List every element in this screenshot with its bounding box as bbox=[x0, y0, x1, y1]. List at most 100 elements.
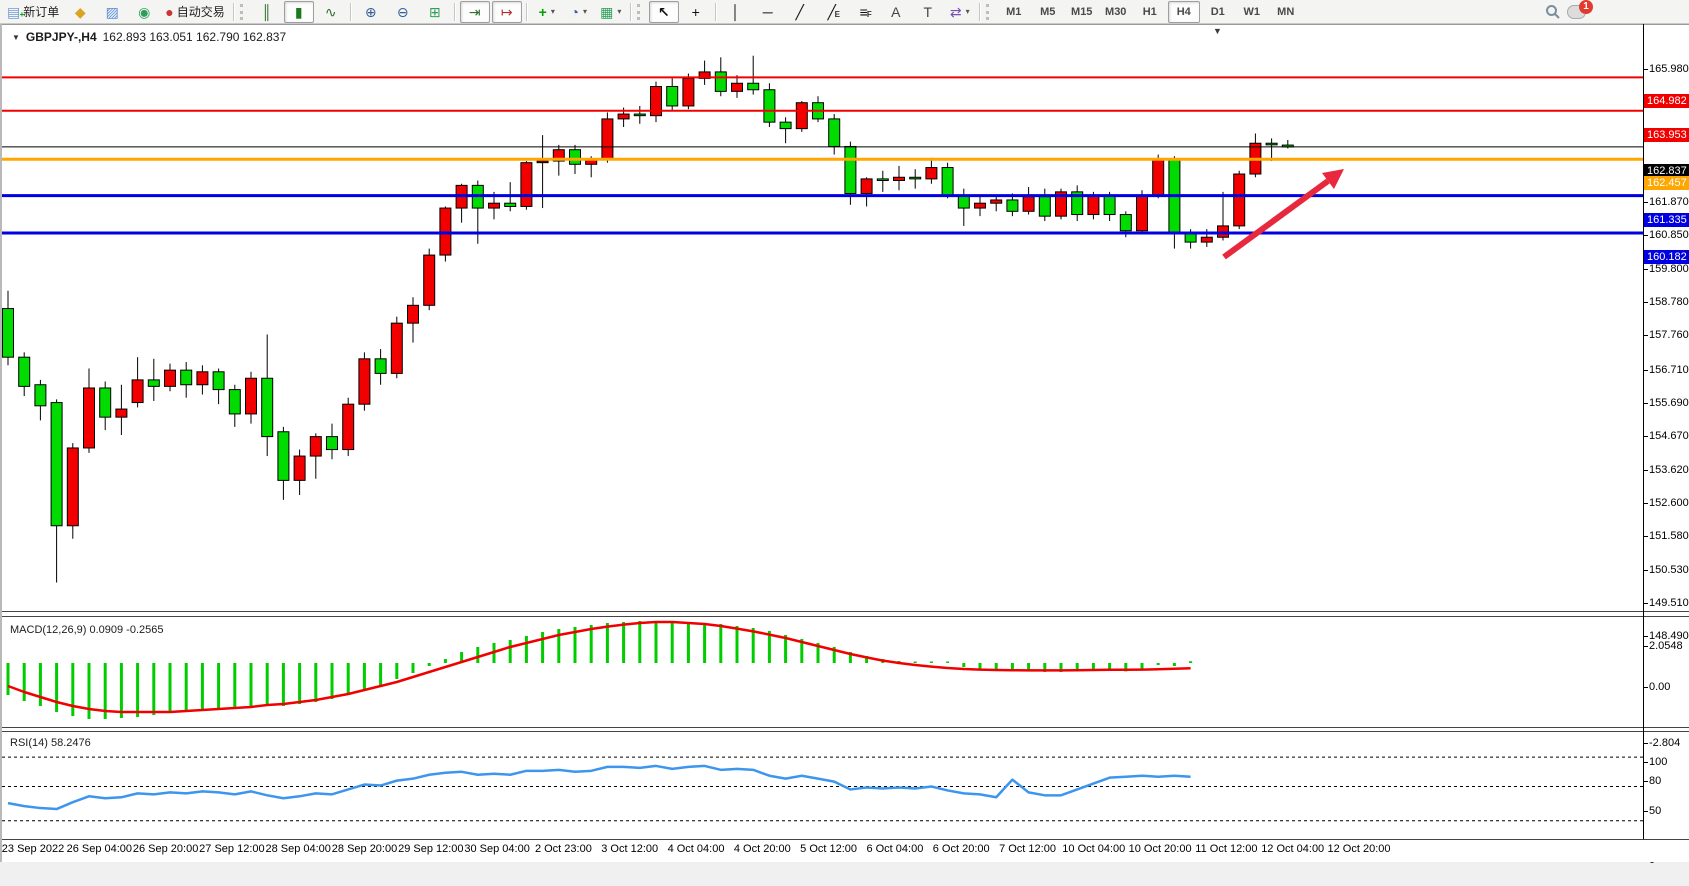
candle bbox=[309, 436, 322, 457]
arrows-icon: ⇄ bbox=[949, 3, 962, 20]
templates-button[interactable]: ▦ ▾ bbox=[596, 1, 626, 23]
timeframe-w1-button[interactable]: W1 bbox=[1236, 1, 1268, 23]
candle bbox=[261, 377, 274, 438]
candle bbox=[650, 85, 662, 117]
chart-ohlc-values: 162.893 163.051 162.790 162.837 bbox=[102, 30, 287, 44]
line-chart-icon: ∿ bbox=[324, 3, 337, 20]
zoom-in-icon: ⊕ bbox=[364, 3, 377, 20]
auto-scroll-button[interactable]: ⇥ bbox=[459, 0, 490, 23]
candle bbox=[1233, 173, 1246, 227]
timeframe-m1-button[interactable]: M1 bbox=[998, 1, 1030, 23]
timeframe-m15-button[interactable]: M15 bbox=[1066, 1, 1098, 23]
time-axis-label: 28 Sep 20:00 bbox=[331, 843, 398, 855]
chart-plot-area[interactable] bbox=[2, 24, 1689, 862]
indicator-add-icon: + bbox=[538, 3, 547, 20]
time-axis-label: 11 Oct 12:00 bbox=[1195, 843, 1258, 855]
chart-shift-marker-icon[interactable]: ▼ bbox=[1213, 26, 1222, 36]
vertical-line-button[interactable]: │ bbox=[721, 1, 751, 23]
channel-icon: ╱ E bbox=[827, 3, 840, 20]
candle bbox=[326, 436, 338, 451]
candle bbox=[1200, 236, 1213, 243]
candle bbox=[617, 113, 630, 120]
time-axis-label: 7 Oct 12:00 bbox=[999, 843, 1056, 855]
tile-windows-icon: ⊞ bbox=[428, 3, 441, 20]
timeframe-h4-button[interactable]: H4 bbox=[1167, 0, 1200, 23]
candle bbox=[974, 202, 986, 209]
toolbar-group-tools: + ▾ ◔ ▾ ▦ ▾ bbox=[531, 0, 627, 24]
autotrading-button-label: 自动交易 bbox=[176, 5, 225, 19]
zoom-out-icon: ⊖ bbox=[396, 3, 409, 20]
toolbar-group-draw: │ ─ ╱ ╱ E ≡ F A T ⇄ ▾ bbox=[720, 0, 976, 24]
chevron-down-icon: ▾ bbox=[550, 7, 555, 16]
label-button[interactable]: T bbox=[913, 1, 943, 23]
candle bbox=[164, 369, 176, 387]
candle bbox=[1038, 196, 1051, 217]
candle bbox=[228, 389, 241, 415]
crosshair-button[interactable]: + bbox=[681, 1, 711, 23]
autotrading-button[interactable]: ● 自动交易 bbox=[161, 1, 228, 23]
candle bbox=[601, 118, 614, 160]
timeframe-w1-button-label: W1 bbox=[1243, 5, 1260, 18]
channel-button[interactable]: ╱ E bbox=[817, 1, 847, 23]
timeframe-mn-button[interactable]: MN bbox=[1270, 1, 1302, 23]
timeframe-h1-button[interactable]: H1 bbox=[1134, 1, 1166, 23]
candle bbox=[795, 102, 808, 130]
candlestick-button[interactable]: ▮ bbox=[283, 0, 314, 23]
toolbar-grip bbox=[985, 3, 993, 20]
periods-button[interactable]: ◔ ▾ bbox=[564, 1, 594, 23]
notifications-button[interactable]: 1 bbox=[1567, 0, 1593, 22]
chart-symbol-timeframe: GBPJPY-,H4 bbox=[25, 30, 97, 44]
candlestick-icon: ▮ bbox=[294, 3, 303, 20]
candle bbox=[990, 199, 1003, 204]
zoom-in-button[interactable]: ⊕ bbox=[356, 1, 386, 23]
trend-arrow-head bbox=[1322, 169, 1344, 189]
candle bbox=[390, 322, 403, 374]
chart-shift-button[interactable]: ↦ bbox=[491, 0, 522, 23]
search-icon[interactable] bbox=[1545, 4, 1561, 20]
candle bbox=[423, 254, 436, 306]
new-order-button[interactable]: ▤ + 新订单 bbox=[3, 1, 63, 23]
time-axis-label: 28 Sep 04:00 bbox=[265, 843, 331, 855]
trend-arrow-line[interactable] bbox=[1222, 178, 1330, 260]
toolbar-group-scroll: ⇥ ↦ bbox=[459, 0, 523, 24]
toolbar-group-timeframes: M1 M5 M15 M30 H1 H4 D1 W1 MN bbox=[997, 0, 1303, 24]
candle bbox=[18, 356, 31, 387]
time-axis-label: 3 Oct 12:00 bbox=[601, 843, 659, 855]
chart-title: ▼ GBPJPY-,H4 162.893 163.051 162.790 162… bbox=[12, 30, 286, 44]
timeframe-m30-button[interactable]: M30 bbox=[1100, 1, 1132, 23]
timeframe-m5-button[interactable]: M5 bbox=[1032, 1, 1064, 23]
time-axis-label: 10 Oct 20:00 bbox=[1128, 843, 1192, 855]
indicators-button[interactable]: + ▾ bbox=[532, 1, 562, 23]
candle bbox=[552, 149, 565, 162]
candle bbox=[714, 71, 727, 92]
styler-button[interactable]: ◆ bbox=[65, 1, 95, 23]
timeframe-m30-button-label: M30 bbox=[1105, 5, 1127, 18]
line-chart-button[interactable]: ∿ bbox=[316, 1, 346, 23]
toolbar-separator bbox=[349, 2, 352, 21]
signals-button[interactable]: ◉ bbox=[129, 1, 159, 23]
arrows-button[interactable]: ⇄ ▾ bbox=[945, 1, 975, 23]
chart-window[interactable]: ▼ GBPJPY-,H4 162.893 163.051 162.790 162… bbox=[0, 24, 1689, 866]
candle bbox=[488, 202, 500, 209]
symbol-dropdown-icon[interactable]: ▼ bbox=[12, 32, 20, 42]
cursor-button[interactable]: ↖ bbox=[648, 0, 679, 23]
crosshair-icon: + bbox=[691, 3, 700, 20]
toolbar-group-zoom: ⊕ ⊖ ⊞ bbox=[355, 0, 451, 24]
timeframe-d1-button[interactable]: D1 bbox=[1202, 1, 1234, 23]
trendline-button[interactable]: ╱ bbox=[785, 1, 815, 23]
charts-button[interactable]: ▨ bbox=[97, 1, 127, 23]
zoom-out-button[interactable]: ⊖ bbox=[388, 1, 418, 23]
bar-chart-button[interactable]: ║ bbox=[252, 1, 282, 23]
time-axis[interactable] bbox=[2, 840, 1689, 862]
candle bbox=[698, 71, 711, 79]
candle bbox=[293, 455, 306, 481]
timeframe-m15-button-label: M15 bbox=[1071, 5, 1093, 18]
candle bbox=[180, 369, 193, 386]
text-button[interactable]: A bbox=[881, 1, 911, 23]
candle bbox=[1006, 199, 1019, 212]
tile-windows-button[interactable]: ⊞ bbox=[420, 1, 450, 23]
candle bbox=[277, 431, 290, 481]
time-axis-label: 27 Sep 12:00 bbox=[199, 843, 265, 855]
fibonacci-button[interactable]: ≡ F bbox=[849, 1, 879, 23]
horizontal-line-button[interactable]: ─ bbox=[753, 1, 783, 23]
